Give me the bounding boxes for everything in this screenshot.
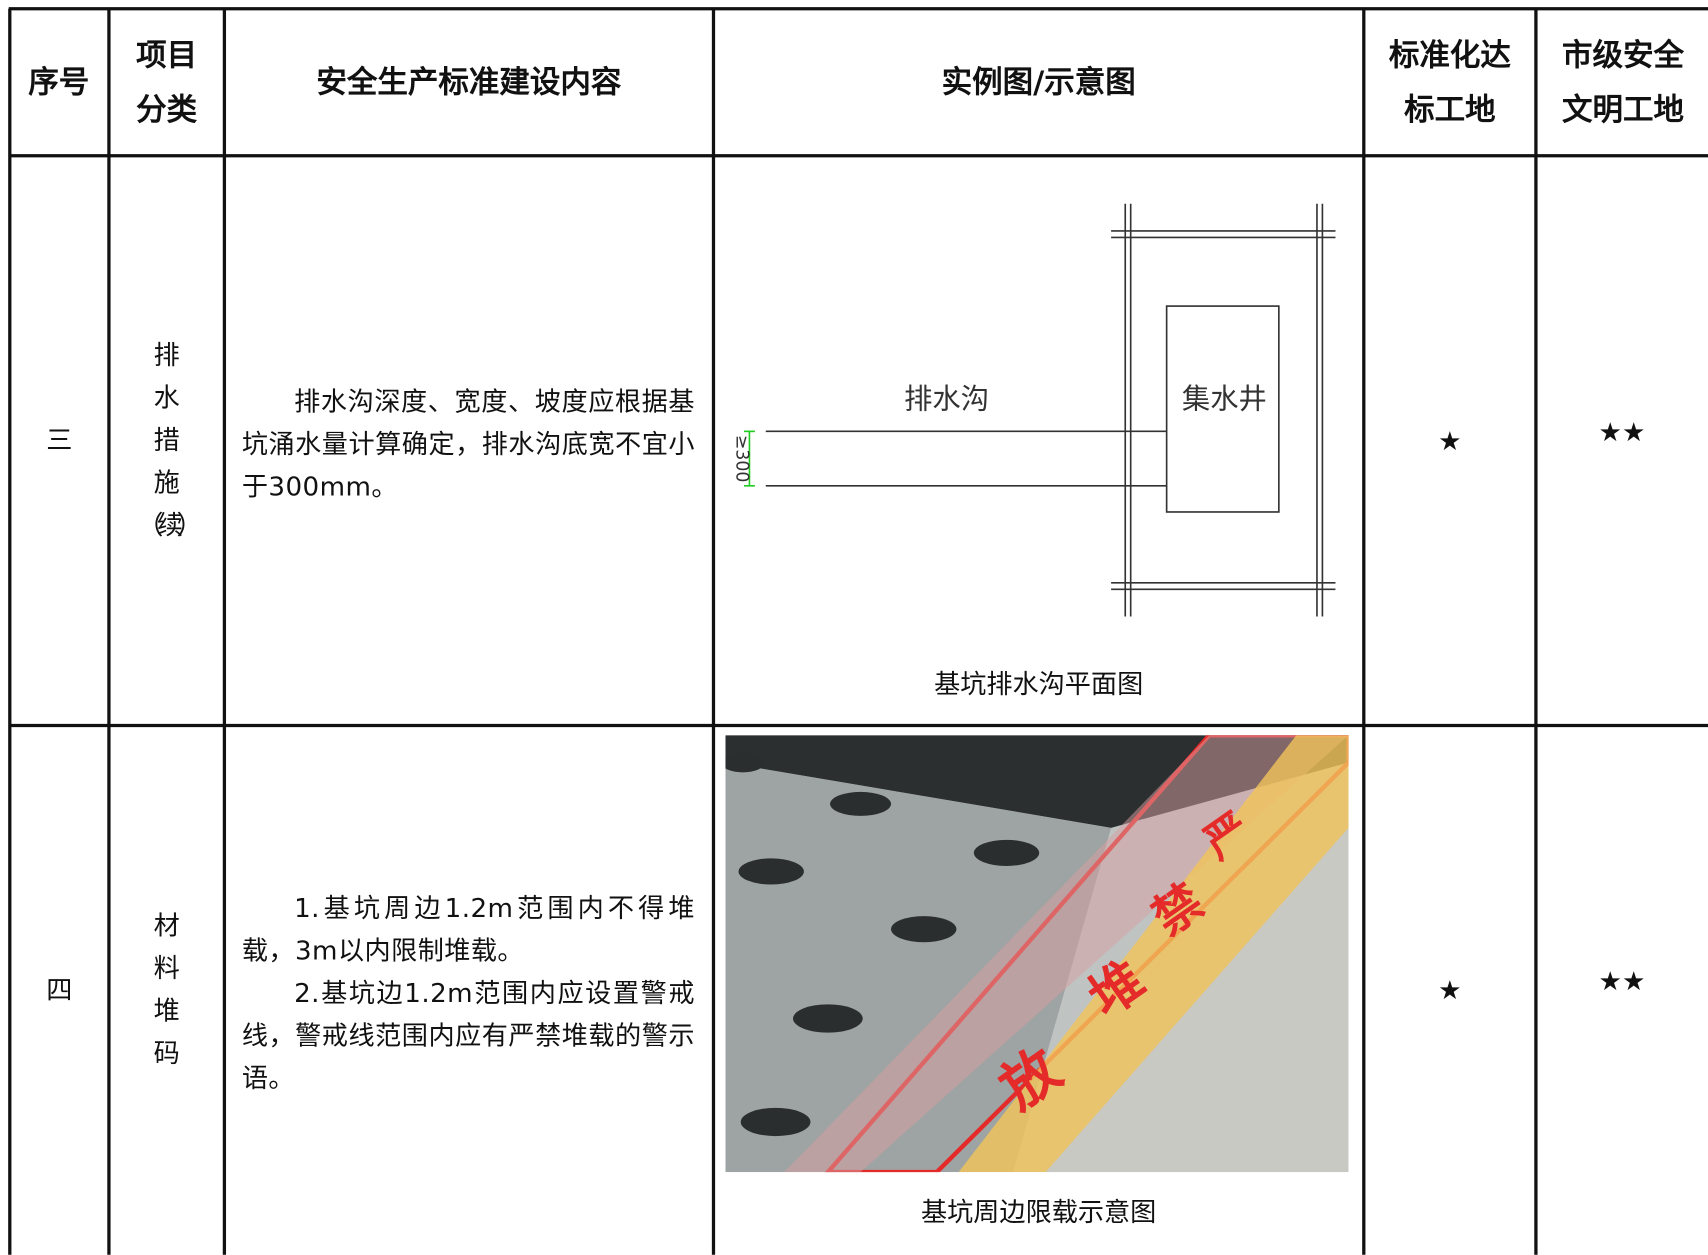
category-char: 排 xyxy=(153,339,180,371)
dimension-label: ≥300 xyxy=(731,435,751,483)
figure-caption: 基坑排水沟平面图 xyxy=(934,668,1144,699)
standard-rating: ★ xyxy=(1438,425,1462,456)
city-rating: ★★ xyxy=(1598,966,1646,997)
figure-label: 排水沟 xyxy=(904,382,989,415)
category-char: 水 xyxy=(153,382,180,413)
category-char: （续） xyxy=(137,509,202,541)
header-cell: 市级安全文明工地 xyxy=(1562,36,1685,127)
category-char: 堆 xyxy=(153,995,180,1027)
row-number: 四 xyxy=(46,974,73,1005)
content-paragraph: 2.基坑边1.2m范围内应设置警戒线，警戒线范围内应有严禁堆载的警示语。 xyxy=(241,978,695,1094)
category-char: 措 xyxy=(153,424,180,456)
figure-caption: 基坑周边限载示意图 xyxy=(921,1196,1157,1228)
row-content: 1.基坑周边1.2m范围内不得堆载，3m以内限制堆载。 2.基坑边1.2m范围内应… xyxy=(242,888,695,1100)
standard-rating: ★ xyxy=(1438,974,1462,1006)
category-char: 材 xyxy=(153,910,180,942)
photo: 严 禁 堆 放 xyxy=(725,735,1349,1173)
row-category: 材料堆码 xyxy=(109,725,224,1254)
header-cell: 安全生产标准建设内容 xyxy=(316,63,622,100)
row-number: 三 xyxy=(46,424,73,456)
category-char: 码 xyxy=(153,1038,180,1069)
header-cell: 项目分类 xyxy=(136,36,198,127)
drain-diagram xyxy=(743,203,1336,617)
row-content: 排水沟深度、宽度、坡度应根据基坑涌水量计算确定，排水沟底宽不宜小于300mm。 xyxy=(242,381,695,508)
content-paragraph: 1.基坑周边1.2m范围内不得堆载，3m以内限制堆载。 xyxy=(241,893,695,967)
city-rating: ★★ xyxy=(1598,416,1646,448)
header-cell: 序号 xyxy=(28,63,90,100)
row-category: 排水措施 （续） xyxy=(109,156,224,726)
category-char: 施 xyxy=(153,467,180,498)
category-char: 料 xyxy=(153,953,180,984)
figure-label: 集水井 xyxy=(1182,382,1267,415)
header-cell: 实例图/示意图 xyxy=(941,63,1136,100)
header-cell: 标准化达标工地 xyxy=(1388,36,1511,127)
content-paragraph: 排水沟深度、宽度、坡度应根据基坑涌水量计算确定，排水沟底宽不宜小于300mm。 xyxy=(241,386,695,503)
